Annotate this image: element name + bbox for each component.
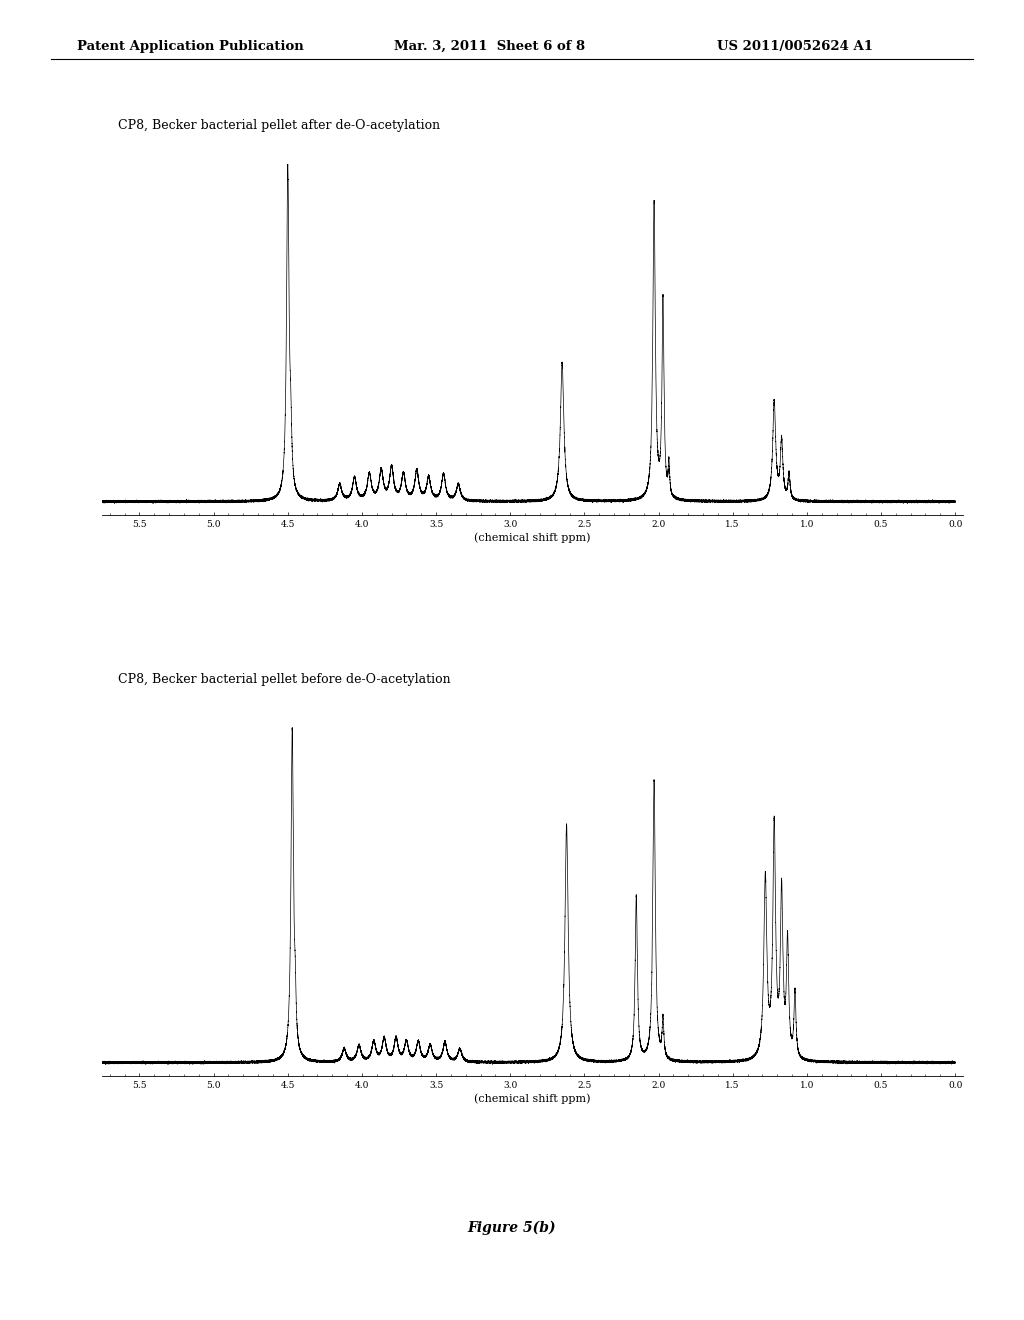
Text: Figure 5(b): Figure 5(b) [468,1221,556,1236]
X-axis label: (chemical shift ppm): (chemical shift ppm) [474,1094,591,1105]
X-axis label: (chemical shift ppm): (chemical shift ppm) [474,533,591,544]
Text: US 2011/0052624 A1: US 2011/0052624 A1 [717,40,872,53]
Text: Mar. 3, 2011  Sheet 6 of 8: Mar. 3, 2011 Sheet 6 of 8 [394,40,586,53]
Text: CP8, Becker bacterial pellet after de-O-acetylation: CP8, Becker bacterial pellet after de-O-… [118,119,440,132]
Text: CP8, Becker bacterial pellet before de-O-acetylation: CP8, Becker bacterial pellet before de-O… [118,673,451,686]
Text: Patent Application Publication: Patent Application Publication [77,40,303,53]
